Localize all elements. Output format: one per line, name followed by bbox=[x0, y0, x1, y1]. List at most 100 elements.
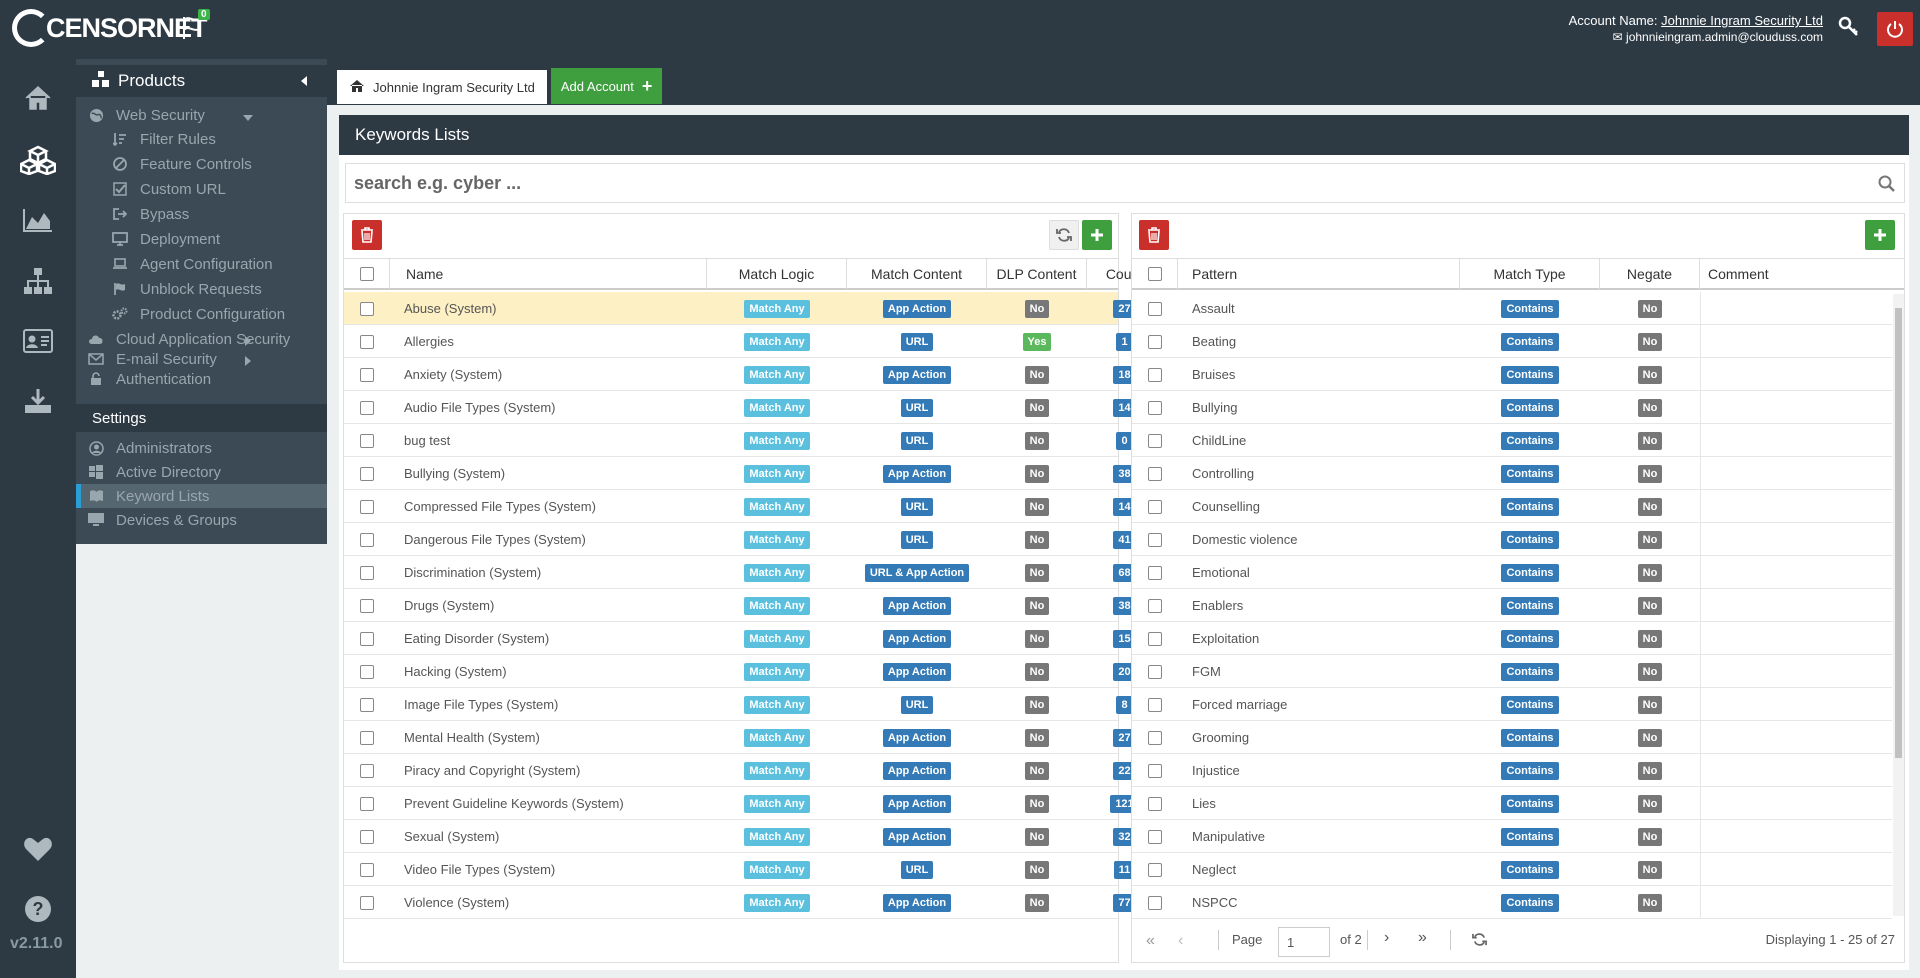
row-checkbox[interactable] bbox=[1148, 400, 1162, 415]
table-row[interactable]: Domestic violence Contains No bbox=[1132, 523, 1892, 556]
row-checkbox[interactable] bbox=[360, 400, 374, 415]
table-row[interactable]: Eating Disorder (System) Match Any App Act… bbox=[344, 622, 1136, 655]
table-row[interactable]: Mental Health (System) Match Any App Actio… bbox=[344, 721, 1136, 754]
scrollbar-thumb[interactable] bbox=[1895, 308, 1902, 758]
row-checkbox[interactable] bbox=[360, 565, 374, 580]
search-input[interactable] bbox=[346, 164, 1846, 202]
key-icon[interactable] bbox=[1838, 16, 1862, 40]
collapse-left-icon[interactable] bbox=[301, 76, 307, 86]
table-row[interactable]: Beating Contains No bbox=[1132, 325, 1892, 358]
row-checkbox[interactable] bbox=[1148, 697, 1162, 712]
row-checkbox[interactable] bbox=[1148, 730, 1162, 745]
nav-active-directory[interactable]: Active Directory bbox=[88, 460, 221, 484]
download-icon[interactable] bbox=[20, 384, 56, 418]
column-header-match-content[interactable]: Match Content bbox=[847, 259, 987, 289]
expand-right-icon[interactable] bbox=[245, 356, 251, 366]
row-checkbox[interactable] bbox=[1148, 763, 1162, 778]
table-row[interactable]: bug test Match Any URL No 0 bbox=[344, 424, 1133, 457]
table-row[interactable]: Compressed File Types (System) Match Any U… bbox=[344, 490, 1136, 523]
refresh-lists-button[interactable] bbox=[1049, 220, 1079, 250]
row-checkbox[interactable] bbox=[360, 631, 374, 646]
account-name-link[interactable]: Johnnie Ingram Security Ltd bbox=[1661, 13, 1823, 28]
table-row[interactable]: Discrimination (System) Match Any URL & Ap… bbox=[344, 556, 1136, 589]
row-checkbox[interactable] bbox=[360, 499, 374, 514]
table-row[interactable]: Emotional Contains No bbox=[1132, 556, 1892, 589]
table-row[interactable]: Controlling Contains No bbox=[1132, 457, 1892, 490]
row-checkbox[interactable] bbox=[1148, 499, 1162, 514]
table-row[interactable]: Drugs (System) Match Any App Action No 38 bbox=[344, 589, 1136, 622]
nav-custom-url[interactable]: Custom URL bbox=[112, 177, 226, 201]
column-header-pattern[interactable]: Pattern bbox=[1178, 259, 1460, 289]
nav-web-security[interactable]: Web Security bbox=[88, 103, 205, 127]
last-page-icon[interactable]: » bbox=[1418, 929, 1427, 946]
nav-product-configuration[interactable]: Product Configuration bbox=[112, 302, 285, 326]
nav-unblock-requests[interactable]: Unblock Requests bbox=[112, 277, 262, 301]
row-checkbox[interactable] bbox=[1148, 334, 1162, 349]
heart-icon[interactable] bbox=[20, 832, 56, 866]
nav-email-security[interactable]: E-mail Security bbox=[88, 347, 217, 371]
nav-agent-configuration[interactable]: Agent Configuration bbox=[112, 252, 273, 276]
column-header-name[interactable]: Name bbox=[390, 259, 707, 289]
first-page-icon[interactable]: « bbox=[1146, 932, 1155, 949]
refresh-pager-icon[interactable] bbox=[1472, 932, 1487, 950]
table-row[interactable]: Abuse (System) Match Any App Action No 27 bbox=[344, 292, 1136, 325]
row-checkbox[interactable] bbox=[360, 697, 374, 712]
select-all-checkbox[interactable] bbox=[1147, 267, 1162, 281]
row-checkbox[interactable] bbox=[360, 433, 374, 448]
table-row[interactable]: Grooming Contains No bbox=[1132, 721, 1892, 754]
add-account-button[interactable]: Add Account + bbox=[550, 68, 663, 104]
table-row[interactable]: Violence (System) Match Any App Action No 77 bbox=[344, 886, 1136, 919]
logout-power-button[interactable] bbox=[1877, 12, 1913, 46]
products-cubes-icon[interactable] bbox=[20, 143, 56, 177]
table-row[interactable]: Assault Contains No bbox=[1132, 292, 1892, 325]
prev-page-icon[interactable]: ‹ bbox=[1178, 932, 1184, 949]
table-row[interactable]: Video File Types (System) Match Any URL No 1… bbox=[344, 853, 1136, 886]
column-header-match-type[interactable]: Match Type bbox=[1460, 259, 1600, 289]
table-row[interactable]: FGM Contains No bbox=[1132, 655, 1892, 688]
row-checkbox[interactable] bbox=[360, 598, 374, 613]
directory-contact-card-icon[interactable] bbox=[20, 324, 56, 358]
network-sitemap-icon[interactable] bbox=[20, 264, 56, 298]
row-checkbox[interactable] bbox=[1148, 532, 1162, 547]
row-checkbox[interactable] bbox=[1148, 466, 1162, 481]
table-row[interactable]: Anxiety (System) Match Any App Action No 18 bbox=[344, 358, 1136, 391]
nav-deployment[interactable]: Deployment bbox=[112, 227, 220, 251]
column-header-match-logic[interactable]: Match Logic bbox=[707, 259, 847, 289]
row-checkbox[interactable] bbox=[360, 301, 374, 316]
table-row[interactable]: ChildLine Contains No bbox=[1132, 424, 1892, 457]
table-row[interactable]: Sexual (System) Match Any App Action No 32 bbox=[344, 820, 1136, 853]
table-row[interactable]: Audio File Types (System) Match Any URL No 1… bbox=[344, 391, 1136, 424]
table-row[interactable]: Exploitation Contains No bbox=[1132, 622, 1892, 655]
row-checkbox[interactable] bbox=[1148, 631, 1162, 646]
nav-keyword-lists[interactable]: Keyword Lists bbox=[88, 484, 209, 508]
notifications-flag-icon[interactable]: 0 bbox=[180, 9, 210, 43]
delete-pattern-button[interactable] bbox=[1139, 220, 1169, 250]
row-checkbox[interactable] bbox=[1148, 301, 1162, 316]
table-row[interactable]: Dangerous File Types (System) Match Any UR… bbox=[344, 523, 1136, 556]
row-checkbox[interactable] bbox=[360, 466, 374, 481]
row-checkbox[interactable] bbox=[1148, 367, 1162, 382]
column-header-comment[interactable]: Comment bbox=[1708, 266, 1769, 282]
row-checkbox[interactable] bbox=[360, 862, 374, 877]
row-checkbox[interactable] bbox=[360, 796, 374, 811]
table-row[interactable]: Bullying (System) Match Any App Action No 38 bbox=[344, 457, 1136, 490]
nav-administrators[interactable]: Administrators bbox=[88, 436, 212, 460]
expand-right-icon[interactable] bbox=[245, 336, 251, 346]
table-row[interactable]: Enablers Contains No bbox=[1132, 589, 1892, 622]
row-checkbox[interactable] bbox=[360, 829, 374, 844]
help-question-icon[interactable]: ? bbox=[20, 892, 56, 926]
products-header[interactable]: Products bbox=[76, 65, 327, 97]
table-row[interactable]: Hacking (System) Match Any App Action No 20 bbox=[344, 655, 1136, 688]
search-icon[interactable] bbox=[1878, 175, 1896, 196]
table-row[interactable]: Neglect Contains No bbox=[1132, 853, 1892, 886]
add-pattern-button[interactable] bbox=[1865, 220, 1895, 250]
table-row[interactable]: Image File Types (System) Match Any URL No 8 bbox=[344, 688, 1133, 721]
tab-account-home[interactable]: Johnnie Ingram Security Ltd bbox=[337, 68, 547, 104]
row-checkbox[interactable] bbox=[1148, 895, 1162, 910]
delete-list-button[interactable] bbox=[352, 220, 382, 250]
patterns-scrollbar[interactable] bbox=[1893, 294, 1904, 916]
row-checkbox[interactable] bbox=[360, 763, 374, 778]
expand-down-icon[interactable] bbox=[243, 115, 253, 121]
nav-feature-controls[interactable]: Feature Controls bbox=[112, 152, 252, 176]
column-header-negate[interactable]: Negate bbox=[1600, 259, 1700, 289]
